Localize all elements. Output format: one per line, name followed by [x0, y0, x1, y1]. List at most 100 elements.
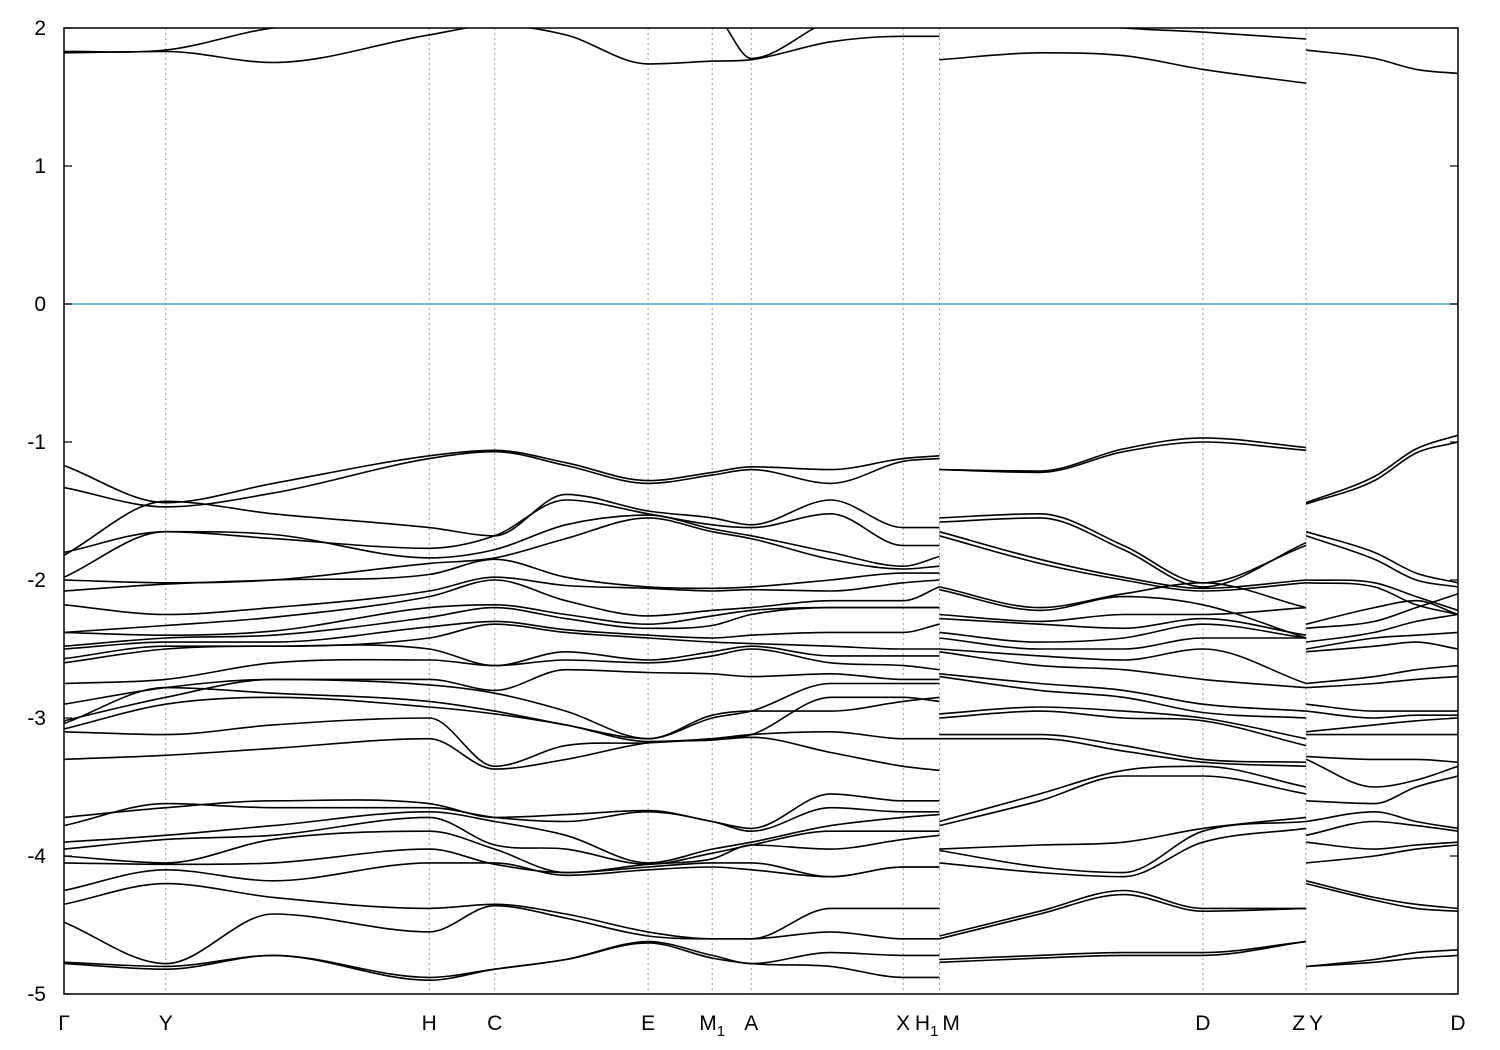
band-s1-b19 [939, 710, 1307, 747]
band-s1-b28 [939, 893, 1307, 940]
band-s0-b9 [64, 576, 940, 616]
band-s1-b17 [939, 675, 1307, 719]
band-s1-b1 [1112, 28, 1307, 40]
kpoint-label-0: Γ [58, 1012, 70, 1035]
kpoint-label-13: D [1450, 1012, 1465, 1035]
y-axis-ticks: 2 1 0 -1 -2 -3 -4 -5 [27, 17, 1458, 1006]
kpoint-label-7: X [896, 1012, 910, 1035]
band-s2-b1 [1445, 28, 1458, 29]
band-s2-b26 [1305, 880, 1458, 910]
band-s1-b13 [939, 637, 1307, 650]
band-s0-b22 [64, 736, 940, 772]
band-s2-b25 [1306, 844, 1458, 864]
band-s1-b30 [939, 940, 1307, 964]
band-s2-b23 [1305, 820, 1458, 837]
ytick-label: 1 [34, 155, 46, 178]
band-s2-b4 [1305, 530, 1458, 584]
band-s0-b15 [64, 644, 940, 667]
band-s2-b21 [1306, 775, 1458, 805]
band-s1-b14 [939, 648, 1307, 685]
band-s1-b18 [939, 706, 1307, 740]
band-s2-b13 [1306, 664, 1458, 685]
band-s1-b7 [939, 535, 1307, 592]
kpoint-label-2: H [422, 1012, 437, 1035]
ytick-label: 2 [34, 17, 46, 40]
band-s0-b7 [64, 517, 940, 584]
band-s1-b16 [939, 673, 1307, 712]
band-s1-b11 [939, 617, 1307, 636]
kpoint-label-12: Y [1309, 1012, 1323, 1035]
band-s1-b10 [939, 606, 1307, 623]
band-s0-b16 [64, 648, 940, 685]
band-s1-b26 [939, 827, 1307, 878]
band-s2-b17 [1306, 717, 1458, 733]
kpoint-label-5: M1 [699, 1012, 725, 1040]
band-s1-b25 [939, 820, 1307, 874]
band-s1-b27 [939, 889, 1307, 937]
band-s2-b24 [1306, 841, 1458, 850]
band-s1-b9 [939, 588, 1307, 639]
kpoint-label-9: M [942, 1012, 960, 1035]
band-s0-b29 [64, 862, 940, 892]
ytick-label: -3 [27, 707, 46, 730]
band-s1-b20 [939, 733, 1307, 763]
band-s0-b2 [64, 449, 940, 504]
band-s0-b32 [64, 940, 940, 979]
band-s2-b11 [1305, 631, 1458, 650]
band-s1-b0 [939, 51, 1307, 84]
band-s0-b30 [64, 882, 940, 940]
kpoint-label-1: Y [159, 1012, 173, 1035]
band-s0-b5 [64, 499, 940, 554]
band-s1-b3 [939, 441, 1307, 474]
band-s0-b21 [64, 717, 940, 768]
kpoint-label-4: E [641, 1012, 655, 1035]
band-s2-b10 [1305, 613, 1458, 643]
band-s2-b5 [1305, 535, 1458, 588]
band-s1-b15 [939, 651, 1307, 689]
band-s0-b20 [64, 696, 940, 743]
high-symmetry-lines [165, 28, 1307, 994]
band-s1-b4 [939, 513, 1307, 584]
band-curves [64, 28, 1458, 981]
band-s1-b12 [939, 623, 1307, 643]
band-s0-b12 [64, 606, 940, 647]
band-s2-b15 [1306, 703, 1458, 712]
band-s0-b25 [64, 811, 940, 864]
band-s0-b3 [64, 450, 940, 508]
band-s0-b0 [64, 28, 940, 65]
band-s0-b17 [64, 668, 940, 705]
band-s1-b21 [939, 737, 1307, 768]
plot-frame [63, 27, 1459, 995]
kpoint-label-6: A [744, 1012, 758, 1035]
ytick-label: -2 [27, 569, 46, 592]
band-s2-b3 [1305, 441, 1458, 505]
band-s1-b6 [939, 530, 1307, 590]
ytick-label: -1 [27, 431, 46, 454]
band-s2-b20 [1305, 758, 1458, 788]
band-s0-b13 [64, 620, 940, 650]
ytick-label: 0 [34, 293, 46, 316]
kpoint-label-8: H1 [915, 1012, 939, 1040]
band-s2-b12 [1306, 641, 1458, 653]
band-s0-b8 [64, 558, 940, 592]
band-s1-b5 [939, 517, 1307, 588]
band-s2-b22 [1305, 811, 1458, 830]
kpoint-label-11: Z [1292, 1012, 1305, 1035]
band-s2-b0 [1306, 49, 1458, 75]
band-s1-b29 [939, 940, 1307, 961]
band-s0-b11 [64, 604, 940, 636]
band-s0-b6 [64, 514, 940, 578]
band-s1-b22 [939, 765, 1307, 823]
band-s0-b18 [64, 678, 940, 740]
ytick-label: -5 [27, 983, 46, 1006]
band-s1-b23 [939, 775, 1307, 827]
band-s2-b7 [1306, 582, 1458, 616]
band-s2-b6 [1306, 579, 1458, 612]
band-s2-b27 [1305, 882, 1458, 912]
band-s0-b31 [64, 904, 940, 965]
band-s2-b2 [1305, 434, 1458, 504]
band-s2-b16 [1306, 710, 1458, 719]
band-s1-b8 [939, 582, 1307, 609]
band-s0-b10 [64, 579, 940, 634]
